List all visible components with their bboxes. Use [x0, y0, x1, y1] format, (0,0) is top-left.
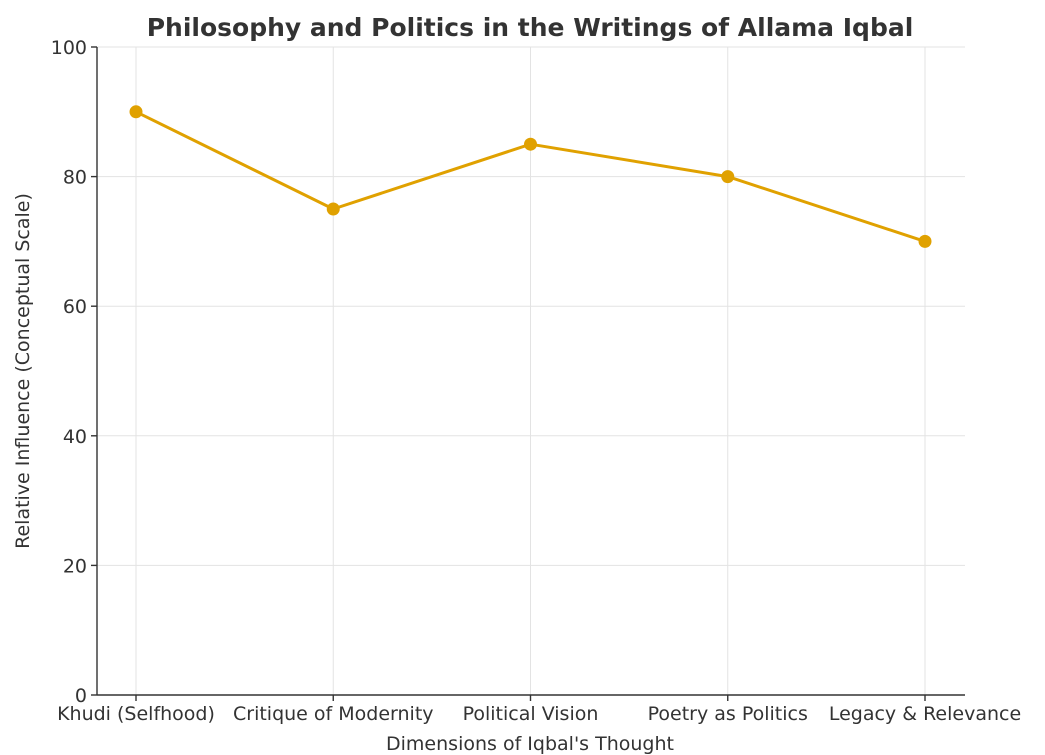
data-point [721, 170, 735, 184]
x-tick-label: Political Vision [463, 703, 599, 725]
x-tick-label: Critique of Modernity [233, 703, 434, 725]
x-ticks: Khudi (Selfhood) Critique of Modernity Pol… [57, 695, 1021, 725]
y-tick-label: 0 [75, 685, 87, 707]
x-axis-label: Dimensions of Iqbal's Thought [386, 733, 674, 755]
y-ticks: 0 20 40 60 80 100 [51, 37, 97, 707]
data-point [918, 234, 932, 248]
data-point [326, 202, 340, 216]
series-layer [129, 105, 932, 248]
grid [97, 46, 965, 696]
x-tick-label: Khudi (Selfhood) [57, 703, 215, 725]
y-tick-label: 60 [63, 296, 87, 318]
y-axis-label: Relative Influence (Conceptual Scale) [12, 193, 34, 549]
data-point [129, 105, 143, 119]
y-tick-label: 20 [63, 555, 87, 577]
y-tick-label: 40 [63, 426, 87, 448]
y-tick-label: 100 [51, 37, 87, 59]
y-tick-label: 80 [63, 167, 87, 189]
x-tick-label: Poetry as Politics [648, 703, 808, 725]
chart-title: Philosophy and Politics in the Writings … [147, 13, 914, 42]
data-point [524, 137, 537, 151]
x-tick-label: Legacy & Relevance [829, 703, 1021, 725]
